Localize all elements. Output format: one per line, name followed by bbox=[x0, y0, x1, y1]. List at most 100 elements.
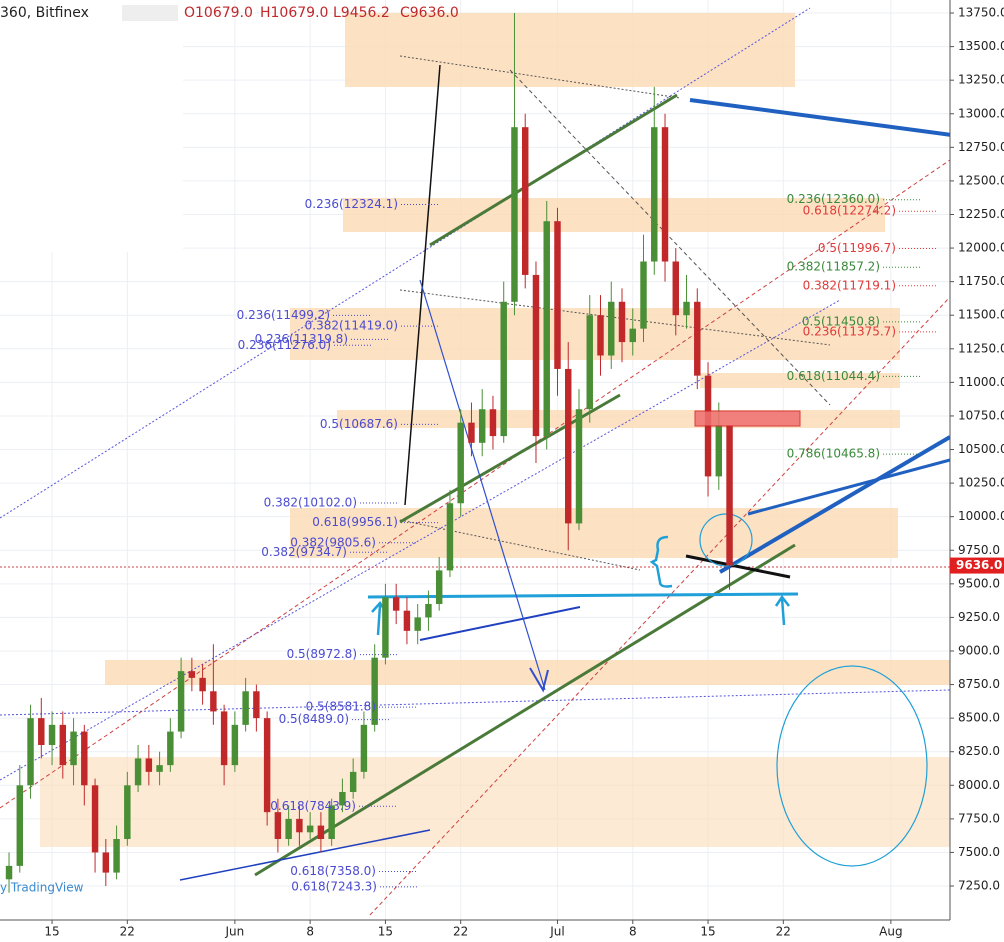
candle-body bbox=[694, 301, 701, 376]
candle-body bbox=[661, 127, 669, 262]
toolbar-icons bbox=[122, 5, 178, 21]
candle-body bbox=[468, 422, 475, 443]
fib-label: 0.5(11450.8) bbox=[802, 314, 880, 328]
candle-body bbox=[478, 409, 486, 443]
y-tick-label: 7250.0 bbox=[958, 879, 1000, 893]
trend-line bbox=[0, 159, 951, 809]
candle-body bbox=[489, 409, 497, 437]
x-tick-label: 15 bbox=[44, 925, 59, 939]
candle-body bbox=[81, 731, 88, 786]
watermark: y TradingView bbox=[0, 881, 84, 895]
x-tick-label: 22 bbox=[776, 925, 791, 939]
y-tick-label: 9500.0 bbox=[958, 576, 1000, 590]
candle-body bbox=[156, 765, 163, 772]
y-tick-label: 8000.0 bbox=[958, 778, 1000, 792]
zone bbox=[40, 757, 952, 847]
trend-line bbox=[179, 829, 431, 881]
ohlc-low: L9456.2 bbox=[333, 5, 390, 21]
candle-body bbox=[618, 301, 626, 343]
channel-line bbox=[254, 543, 796, 877]
zone bbox=[337, 410, 900, 428]
arrow-mark bbox=[774, 594, 790, 626]
candle-body bbox=[5, 865, 13, 880]
x-tick-label: 15 bbox=[378, 925, 393, 939]
candle-body bbox=[177, 671, 185, 732]
y-tick-label: 11000.0 bbox=[958, 375, 1004, 389]
x-tick-label: Jul bbox=[549, 925, 564, 939]
circle-mark bbox=[699, 513, 753, 567]
candle-body bbox=[296, 818, 303, 833]
trend-line bbox=[0, 299, 841, 781]
candle-body bbox=[27, 718, 34, 786]
y-tick-label: 8500.0 bbox=[958, 711, 1000, 725]
symbol: 360, Bitfinex bbox=[0, 5, 89, 21]
candle-body bbox=[317, 825, 325, 840]
x-tick-label: 15 bbox=[700, 925, 715, 939]
y-tick-label: 8750.0 bbox=[958, 677, 1000, 691]
candle-body bbox=[360, 724, 368, 772]
arrow bbox=[419, 279, 546, 691]
candle-body bbox=[188, 671, 196, 678]
channel-line bbox=[429, 93, 678, 247]
header: 360, Bitfinex O10679.0 H10679.0 L9456.2 … bbox=[0, 5, 459, 21]
time-axis bbox=[0, 920, 1004, 942]
fib-label: 0.236(11499.2) bbox=[237, 308, 330, 322]
candle-body bbox=[435, 570, 443, 604]
x-tick-label: 8 bbox=[306, 925, 314, 939]
fib-label: 0.236(11276.0) bbox=[238, 338, 331, 352]
candle-body bbox=[575, 409, 583, 524]
fib-label: 0.5(8581.8) bbox=[306, 700, 376, 714]
candle-body bbox=[597, 315, 604, 356]
trend-line bbox=[399, 519, 641, 571]
trend-line bbox=[399, 289, 831, 346]
support-line bbox=[367, 592, 799, 599]
annotations: 0.236(12324.1) 0.236(11499.2)0.382(11419.… bbox=[237, 192, 936, 893]
y-tick-label: 10250.0 bbox=[958, 476, 1004, 490]
candle-body bbox=[683, 301, 690, 316]
fib-label: 0.5(11996.7) bbox=[818, 241, 896, 255]
candle-body bbox=[220, 711, 228, 766]
trend-line bbox=[0, 689, 951, 716]
arrow-head bbox=[529, 667, 549, 693]
candle-body bbox=[113, 839, 120, 873]
candle-body bbox=[446, 503, 454, 571]
candle-body bbox=[48, 724, 56, 745]
candle-body bbox=[38, 718, 45, 745]
zone bbox=[343, 198, 885, 232]
fib-label: 0.618(11044.4) bbox=[787, 369, 880, 383]
candle-body bbox=[253, 691, 260, 719]
zone bbox=[290, 508, 898, 558]
fib-label: 0.236(11319.8) bbox=[255, 332, 348, 346]
candle-body bbox=[543, 221, 550, 437]
ohlc-open: O10679.0 bbox=[184, 5, 253, 21]
fib-label: 0.618(9956.1) bbox=[312, 515, 398, 529]
trend-line bbox=[399, 55, 681, 99]
candle-body bbox=[285, 818, 292, 840]
candle-body bbox=[651, 127, 658, 262]
price-axis bbox=[950, 0, 1004, 942]
y-tick-label: 7750.0 bbox=[958, 811, 1000, 825]
trend-line bbox=[747, 458, 951, 516]
ohlc-close: C9636.0 bbox=[400, 5, 459, 21]
candle-body bbox=[145, 758, 153, 772]
candle-body bbox=[425, 603, 432, 618]
candle-body bbox=[102, 852, 110, 873]
x-tick-label: 8 bbox=[629, 925, 637, 939]
candle-body bbox=[263, 718, 271, 813]
y-tick-label: 13500.0 bbox=[958, 39, 1004, 53]
candle-body bbox=[328, 805, 335, 840]
candle-body bbox=[242, 691, 249, 725]
fib-label: 0.382(10102.0) bbox=[264, 495, 357, 509]
last-price-tag bbox=[950, 557, 1004, 574]
candle-body bbox=[91, 785, 99, 853]
candle-body bbox=[349, 771, 357, 793]
trend-line bbox=[369, 296, 951, 916]
y-tick-label: 11500.0 bbox=[958, 308, 1004, 322]
candle-body bbox=[274, 812, 282, 840]
y-tick-label: 8250.0 bbox=[958, 744, 1000, 758]
fib-label: 0.5(10687.6) bbox=[320, 417, 398, 431]
last-price-label: 9636.0 bbox=[956, 558, 1002, 572]
fib-label: 0.5(8972.8) bbox=[287, 647, 357, 661]
candle-body bbox=[532, 274, 540, 437]
zones bbox=[40, 13, 952, 847]
